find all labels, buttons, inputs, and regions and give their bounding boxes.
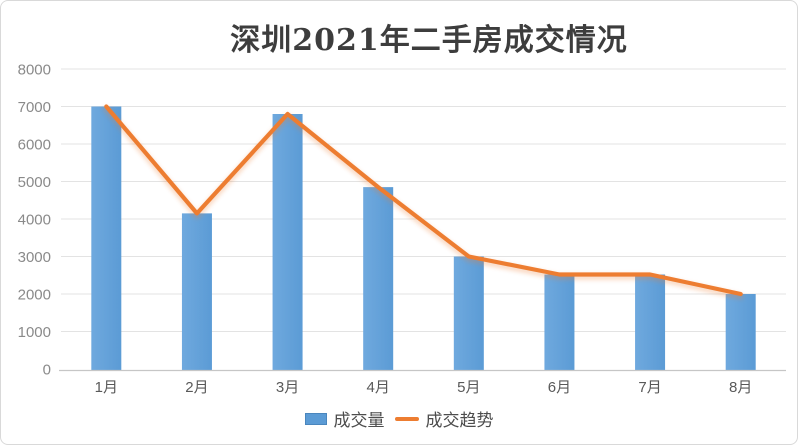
svg-text:5月: 5月 — [457, 379, 480, 396]
svg-text:0: 0 — [43, 362, 51, 379]
svg-text:3000: 3000 — [18, 249, 51, 266]
svg-text:6000: 6000 — [18, 137, 51, 154]
legend-label-trend: 成交趋势 — [425, 411, 494, 431]
chart-title: 深圳2021年二手房成交情况 — [230, 23, 628, 58]
svg-text:4月: 4月 — [367, 379, 390, 396]
svg-text:2000: 2000 — [18, 287, 51, 304]
chart-legend: 成交量 成交趋势 — [1, 406, 797, 431]
svg-text:1月: 1月 — [95, 379, 118, 396]
svg-text:8月: 8月 — [729, 379, 752, 396]
bar-series-swatch-icon — [304, 412, 327, 425]
svg-text:8000: 8000 — [18, 62, 51, 79]
line-series-swatch-icon — [394, 416, 419, 421]
svg-text:3月: 3月 — [276, 379, 299, 396]
legend-label-volume: 成交量 — [333, 411, 385, 431]
legend-item-trend: 成交趋势 — [394, 406, 494, 431]
svg-text:2月: 2月 — [185, 379, 208, 396]
svg-text:5000: 5000 — [18, 174, 51, 191]
svg-text:7000: 7000 — [18, 99, 51, 116]
svg-text:1000: 1000 — [18, 324, 51, 341]
legend-item-volume: 成交量 — [304, 406, 385, 431]
svg-text:6月: 6月 — [548, 379, 571, 396]
svg-text:4000: 4000 — [18, 212, 51, 229]
svg-text:7月: 7月 — [638, 379, 661, 396]
